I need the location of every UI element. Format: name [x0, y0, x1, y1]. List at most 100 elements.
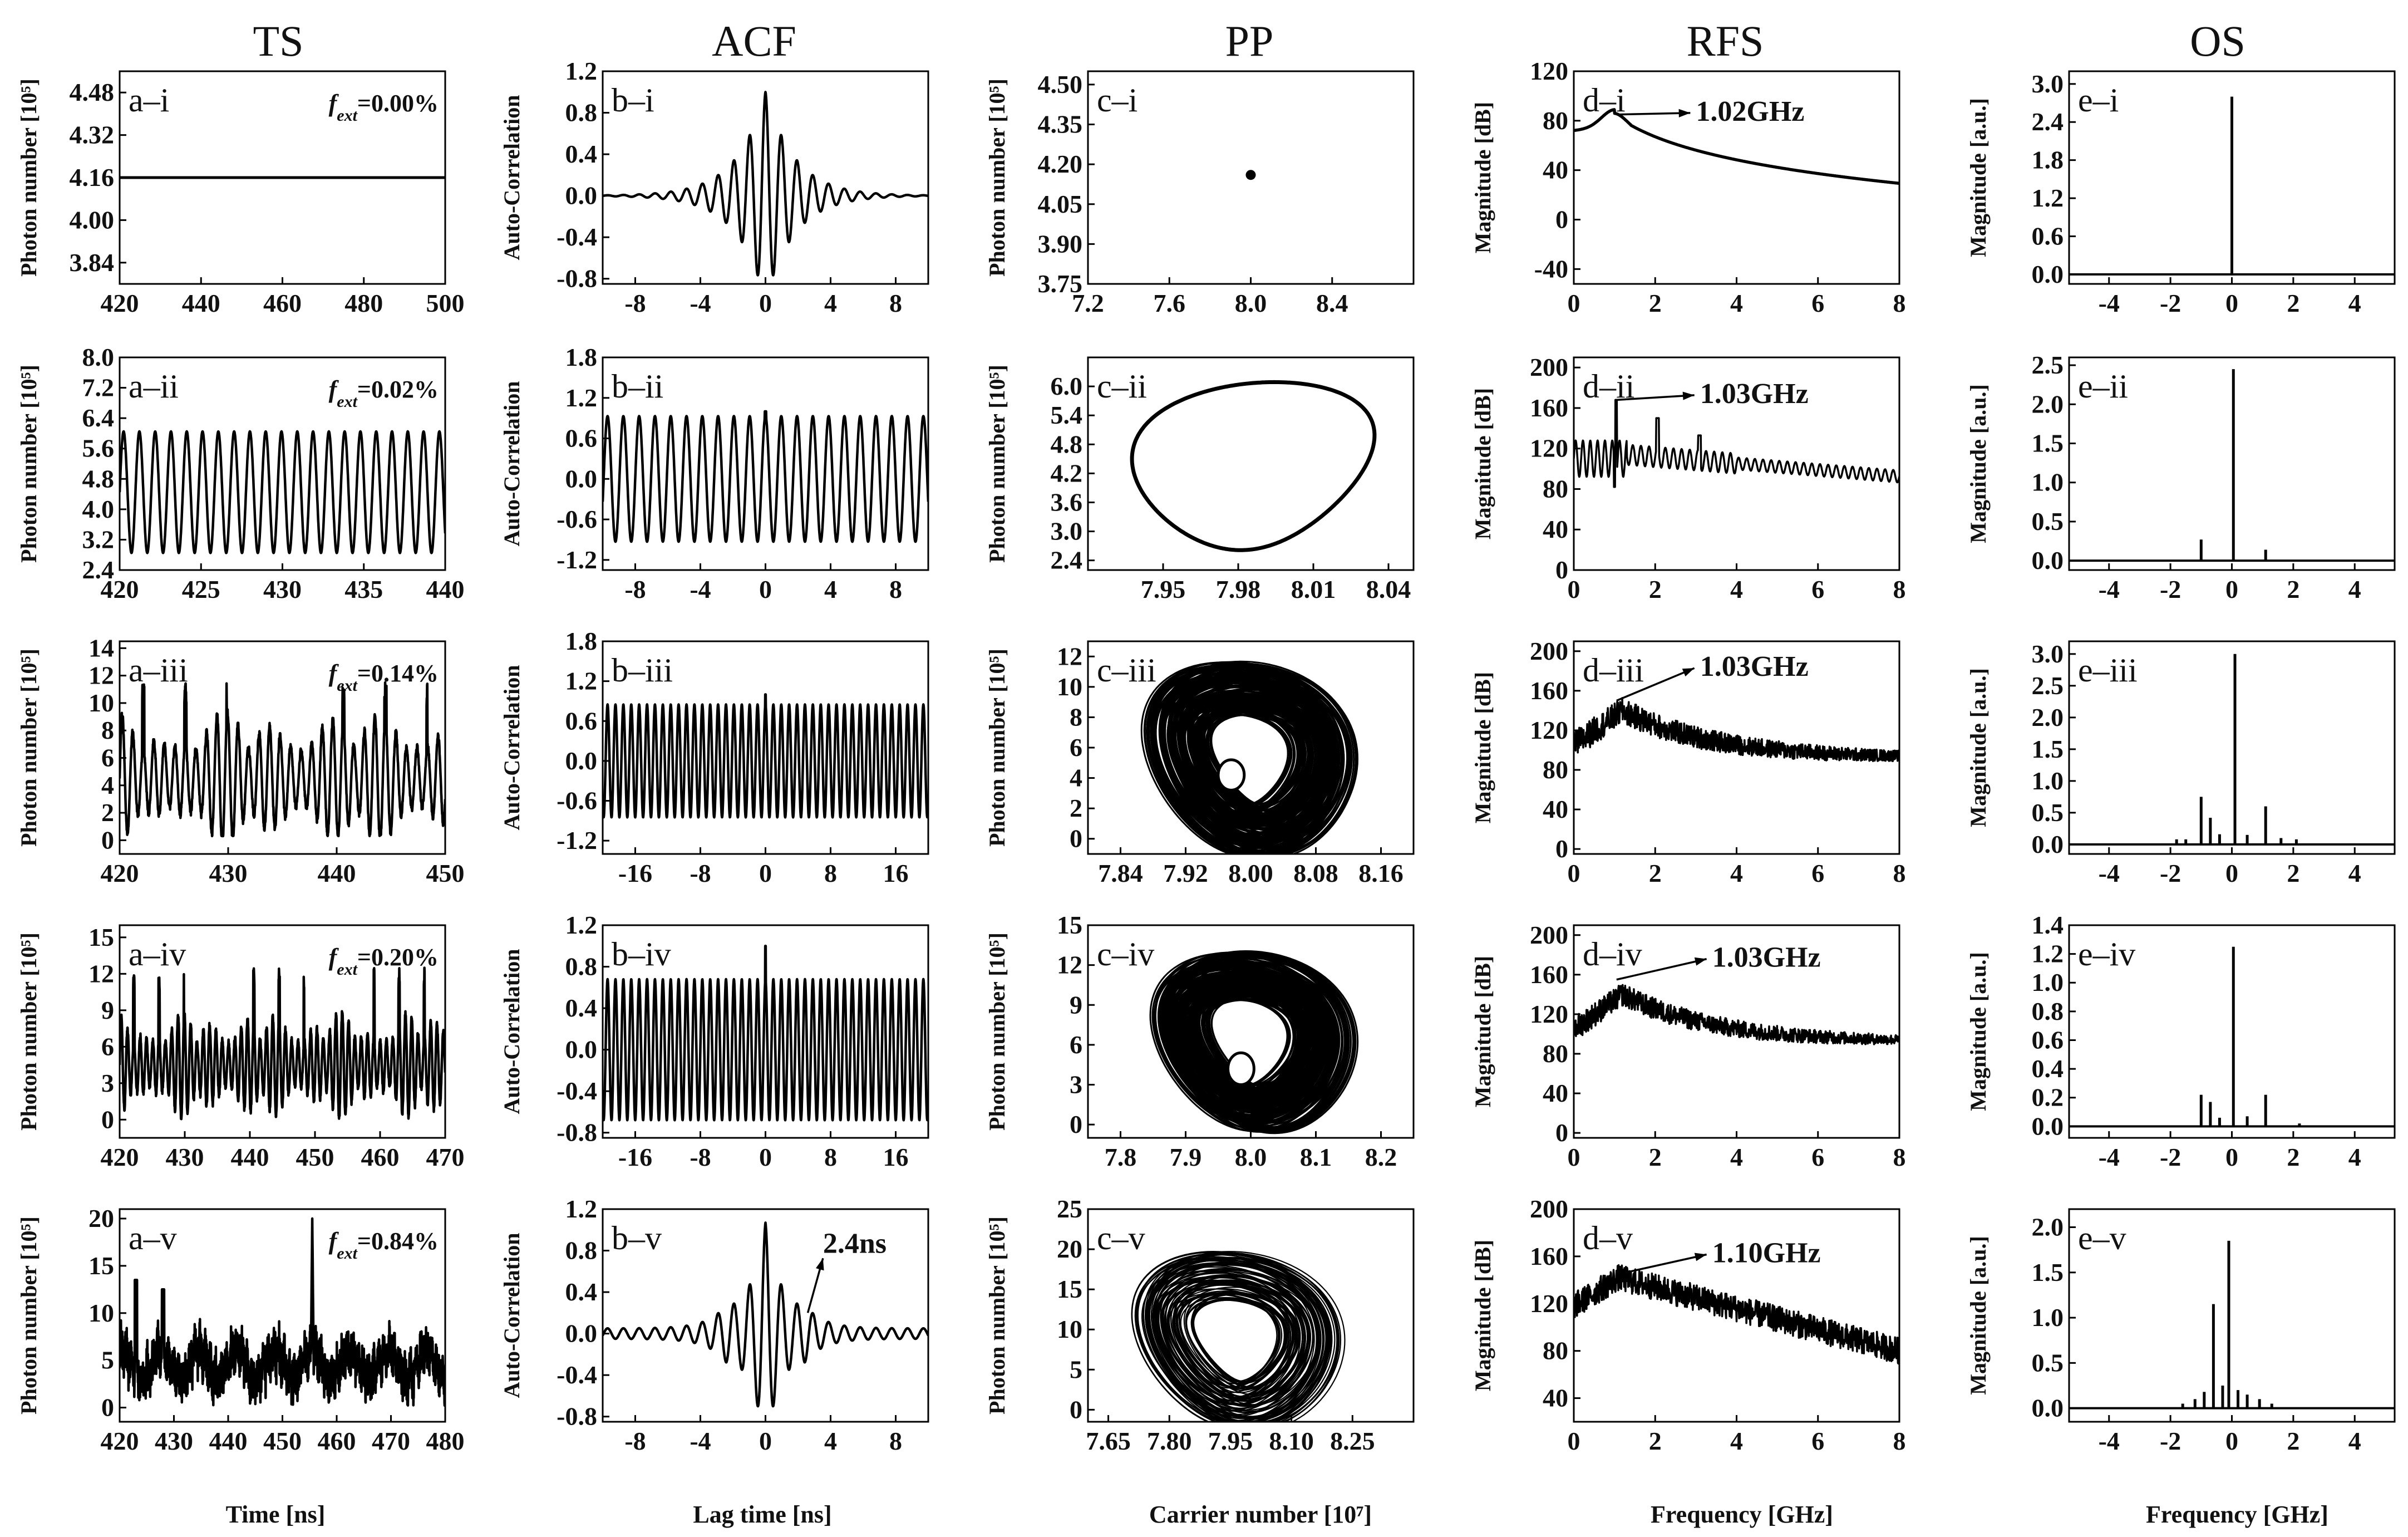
y-tick-label: 0.0 — [2032, 1112, 2064, 1140]
annotation-arrow — [1616, 667, 1695, 702]
y-tick-label: 2.0 — [2032, 390, 2064, 418]
x-tick-label: 8.10 — [1269, 1427, 1314, 1455]
x-tick-label: 0 — [759, 1427, 772, 1455]
panel-label: b–v — [612, 1220, 662, 1256]
y-tick-label: 120 — [1530, 1289, 1568, 1318]
y-tick-label: 80 — [1543, 1039, 1568, 1068]
annotation-arrowhead — [1682, 668, 1695, 677]
y-tick-label: 0.8 — [565, 952, 598, 981]
x-tick-label: 460 — [263, 289, 302, 317]
x-tick-label: 420 — [101, 289, 139, 317]
y-tick-label: 0.0 — [565, 747, 598, 775]
annotation-arrow — [1618, 1253, 1707, 1275]
y-tick-label: 12 — [1057, 642, 1082, 670]
annotation-arrowhead — [816, 1258, 824, 1271]
attractor-trajectory — [1143, 1259, 1325, 1422]
annotation-arrow — [1616, 957, 1707, 981]
x-tick-label: -4 — [2099, 289, 2120, 317]
panel-a-iv: 420 430 440 450 460 470 0 3 6 9 12 15 Photon number … — [16, 923, 465, 1171]
y-axis-label: Photon number [10⁵] — [16, 78, 41, 277]
y-tick-label: 10 — [88, 689, 114, 717]
y-tick-label: 1.0 — [2032, 468, 2064, 497]
panel-e-iii: -4 -2 0 2 4 0.0 0.5 1.0 1.5 2.0 2.5 3.0 Magnitude [a… — [1966, 640, 2396, 887]
panel-label: e–iii — [2078, 652, 2138, 689]
attractor-trajectory — [1153, 662, 1350, 854]
panel-label: e–iv — [2078, 936, 2135, 973]
x-tick-label: 0 — [1568, 575, 1580, 603]
y-tick-label: 0.4 — [2032, 1054, 2064, 1083]
plot-frame — [1087, 356, 1415, 571]
fext-value: =0.02% — [357, 376, 439, 403]
y-tick-label: 0 — [1555, 556, 1568, 584]
attractor-trajectory — [1145, 1270, 1301, 1411]
panel-label: b–i — [612, 82, 654, 119]
y-tick-label: 40 — [1543, 1384, 1568, 1412]
y-tick-label: 1.2 — [565, 57, 598, 85]
y-tick-label: 1.2 — [565, 384, 598, 412]
y-tick-label: 8 — [101, 716, 114, 744]
panel-label: e–ii — [2078, 368, 2128, 405]
x-tick-label: 425 — [182, 575, 220, 603]
x-tick-label: 0 — [759, 575, 772, 603]
column-title-os: OS — [2190, 17, 2246, 65]
x-tick-label: -16 — [618, 859, 652, 887]
attractor-trajectory — [1181, 987, 1299, 1097]
y-tick-label: 0.6 — [565, 706, 598, 735]
y-axis-label: Auto-Correlation — [499, 381, 524, 547]
y-tick-label: 4.48 — [70, 78, 115, 106]
x-tick-label: 8.1 — [1300, 1143, 1332, 1171]
y-tick-label: 3.0 — [1051, 517, 1083, 546]
panel-grid: 420 440 460 480 5003.844.004.164.324.48Photo… — [16, 57, 2396, 1455]
y-tick-label: 2 — [101, 798, 114, 827]
y-tick-label: 1.5 — [2032, 735, 2064, 763]
x-tick-label: 420 — [101, 859, 139, 887]
y-tick-label: 4.35 — [1038, 110, 1083, 139]
attractor-trajectory — [1160, 675, 1332, 845]
y-tick-label: 0 — [1070, 1110, 1082, 1138]
x-tick-label: -2 — [2160, 1143, 2181, 1171]
y-tick-label: 1.8 — [565, 627, 598, 655]
x-tick-label: 440 — [426, 575, 465, 603]
y-tick-label: 2.0 — [2032, 1213, 2064, 1241]
y-tick-label: 6.4 — [82, 404, 115, 432]
y-tick-label: 12 — [88, 959, 114, 988]
x-tick-label: 4 — [824, 575, 837, 603]
x-tick-label: 0 — [759, 1143, 772, 1171]
y-tick-label: 20 — [1057, 1235, 1082, 1263]
x-tick-label: 6 — [1811, 1143, 1824, 1171]
y-axis-label: Magnitude [a.u.] — [1966, 384, 1991, 543]
x-tick-label: 7.95 — [1141, 575, 1186, 603]
x-tick-label: 4 — [824, 1427, 837, 1455]
x-tick-label: 0 — [759, 289, 772, 317]
attractor-trajectory — [1204, 703, 1322, 817]
time-series-line — [120, 430, 445, 554]
x-tick-label: 0 — [1568, 859, 1580, 887]
x-tick-label: 8 — [1893, 575, 1906, 603]
x-tick-label: -2 — [2160, 859, 2181, 887]
y-tick-label: 2.0 — [2032, 703, 2064, 731]
time-series-line — [120, 1217, 445, 1407]
y-tick-label: -0.6 — [557, 505, 597, 533]
y-tick-label: 3 — [1070, 1071, 1082, 1099]
y-tick-label: 5.6 — [82, 434, 115, 463]
x-tick-label: 450 — [426, 859, 465, 887]
x-tick-label: 480 — [426, 1427, 465, 1455]
fext-subscript: ext — [337, 1244, 358, 1263]
fext-symbol: f — [329, 376, 339, 403]
panel-e-iv: -4 -2 0 2 4 0.00.20.40.60.81.01.21.4 Magnitude… — [1966, 911, 2396, 1171]
y-tick-label: 1.2 — [2032, 940, 2064, 968]
y-axis-label: Auto-Correlation — [499, 95, 524, 261]
y-axis-label: Photon number [10⁵] — [984, 78, 1010, 277]
x-tick-label: 0 — [2225, 859, 2238, 887]
rf-spectrum-line — [1574, 108, 1899, 185]
panel-e-v: -4 -2 0 2 4 0.0 0.5 1.0 1.5 2.0 Magnitude [a.u.] e–… — [1966, 1208, 2396, 1455]
y-tick-label: 3.0 — [2032, 640, 2064, 668]
panel-label: d–v — [1583, 1220, 1633, 1256]
x-tick-label: 4 — [1730, 859, 1743, 887]
y-tick-label: 1.0 — [2032, 1303, 2064, 1332]
x-tick-label: 420 — [101, 1427, 139, 1455]
attractor-trajectory — [1173, 1281, 1306, 1400]
y-axis-label: Magnitude [dB] — [1470, 1240, 1495, 1391]
y-tick-label: 1.8 — [565, 343, 598, 371]
